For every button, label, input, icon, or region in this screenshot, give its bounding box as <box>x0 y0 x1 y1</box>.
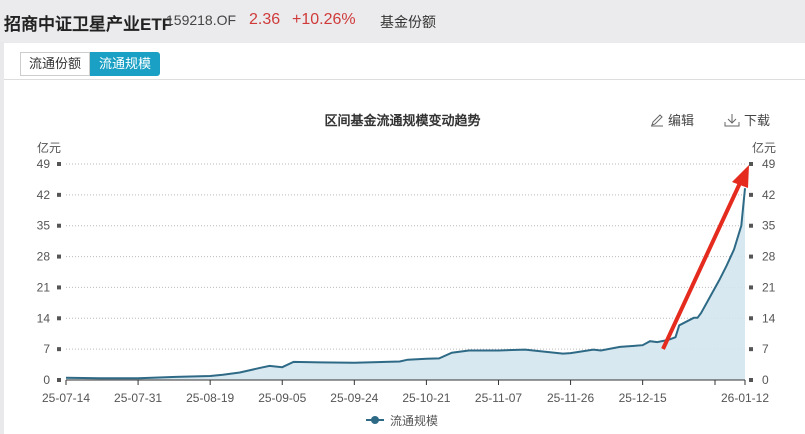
y-axis-left-unit: 亿元 <box>37 140 61 155</box>
x-tick-label: 25-09-05 <box>258 391 306 405</box>
y-tick-label-right: 35 <box>762 219 776 233</box>
x-tick-label: 25-08-19 <box>186 391 234 405</box>
x-tick-label: 25-11-26 <box>547 391 594 405</box>
y-tick-mark-left <box>57 162 61 166</box>
y-tick-mark-right <box>749 347 753 352</box>
y-tick-mark-right <box>749 192 753 197</box>
y-tick-label-right: 0 <box>762 373 769 387</box>
tab-circulating-shares[interactable]: 流通份额 <box>20 52 91 76</box>
series-line <box>65 188 746 380</box>
edit-button[interactable]: 编辑 <box>650 110 694 129</box>
y-tick-label-left: 7 <box>43 342 50 356</box>
x-tick-label: 25-07-14 <box>42 391 90 405</box>
y-tick-label-left: 35 <box>37 219 51 233</box>
y-tick-label-right: 14 <box>762 311 776 325</box>
divider <box>4 79 805 80</box>
pencil-icon <box>651 113 663 126</box>
y-tick-label-left: 14 <box>37 311 51 325</box>
fund-price: 2.36 <box>249 11 281 28</box>
y-tick-label-right: 7 <box>762 342 769 356</box>
fund-code: 159218.OF <box>166 12 237 28</box>
y-tick-label-right: 21 <box>762 280 776 294</box>
download-label: 下载 <box>744 113 771 128</box>
y-tick-mark-right <box>749 378 753 382</box>
y-tick-mark-left <box>57 316 61 321</box>
y-tick-mark-left <box>57 254 61 259</box>
legend-label: 流通规模 <box>390 413 438 428</box>
y-tick-mark-left <box>57 223 61 228</box>
fund-change: +10.26% <box>292 11 356 28</box>
y-tick-label-left: 21 <box>37 280 51 294</box>
y-tick-label-left: 49 <box>37 157 51 171</box>
y-tick-mark-left <box>57 347 61 352</box>
y-tick-mark-right <box>749 285 753 290</box>
x-tick-label: 25-09-24 <box>330 391 378 405</box>
y-tick-mark-right <box>749 316 753 321</box>
fund-header: 招商中证卫星产业ETF 159218.OF 2.36 +10.26% 基金份额 <box>0 0 805 42</box>
tab-circulating-scale[interactable]: 流通规模 <box>90 52 161 76</box>
edit-label: 编辑 <box>668 113 695 128</box>
y-tick-mark-left <box>57 192 61 197</box>
fund-share-link[interactable]: 基金份额 <box>380 14 436 30</box>
x-tick-label: 25-11-07 <box>475 391 522 405</box>
y-tick-label-left: 0 <box>43 373 50 387</box>
y-tick-mark-right <box>749 162 753 166</box>
x-tick-label: 26-01-12 <box>721 391 769 405</box>
x-tick-label: 25-12-15 <box>619 391 667 405</box>
fund-title: 招商中证卫星产业ETF <box>4 15 173 34</box>
x-tick-label: 25-10-21 <box>402 391 450 405</box>
y-tick-mark-right <box>749 254 753 259</box>
y-tick-label-right: 42 <box>762 188 776 202</box>
chart-title: 区间基金流通规模变动趋势 <box>324 113 481 128</box>
series-area <box>66 188 745 380</box>
y-tick-mark-right <box>749 223 753 228</box>
download-icon <box>724 113 740 126</box>
y-tick-label-right: 49 <box>762 157 776 171</box>
legend[interactable]: 流通规模 <box>366 413 438 428</box>
y-tick-label-left: 28 <box>37 250 51 264</box>
annotation-arrow <box>661 165 749 350</box>
y-tick-label-right: 28 <box>762 250 776 264</box>
y-tick-mark-left <box>57 285 61 290</box>
y-tick-mark-left <box>57 378 61 382</box>
tab-bar: 流通份额 流通规模 <box>20 52 161 76</box>
y-tick-label-left: 42 <box>37 188 51 202</box>
download-button[interactable]: 下载 <box>724 110 770 129</box>
x-tick-label: 25-07-31 <box>114 391 162 405</box>
y-axis-right-unit: 亿元 <box>752 140 776 155</box>
